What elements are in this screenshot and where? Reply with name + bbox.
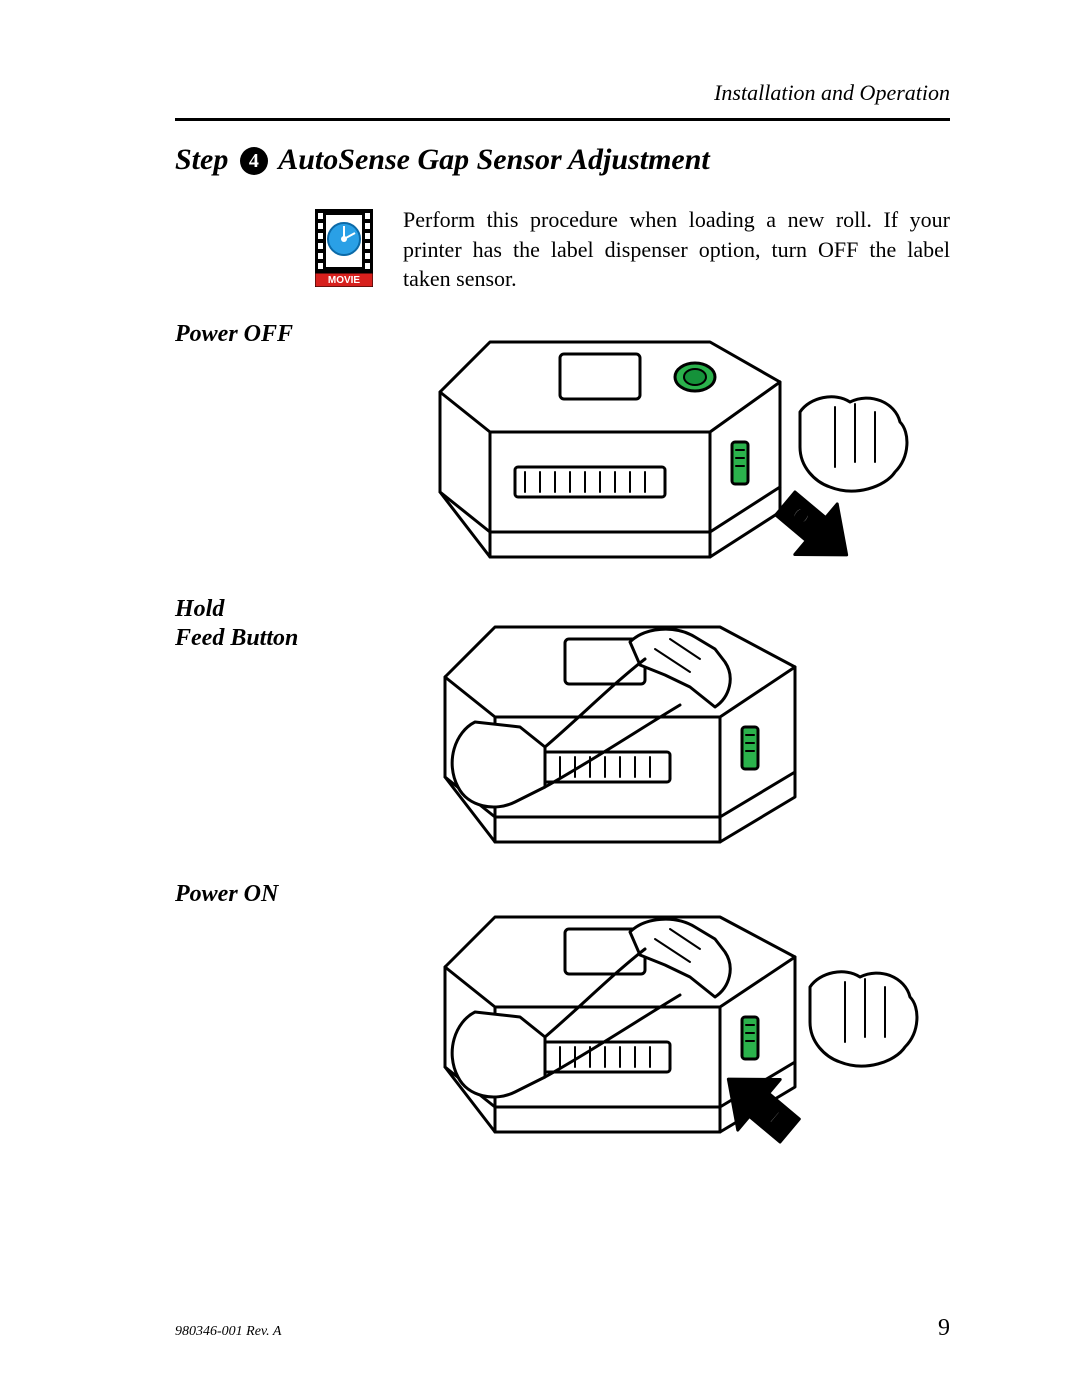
step-row: Hold Feed Button	[175, 587, 950, 872]
step-row: Power ON	[175, 872, 950, 1177]
page-number: 9	[938, 1315, 950, 1342]
printer-illustration-power-off: O	[380, 312, 950, 587]
section-header: Installation and Operation	[175, 80, 950, 118]
doc-revision: 980346-001 Rev. A	[175, 1324, 281, 1340]
page-footer: 980346-001 Rev. A 9	[175, 1315, 950, 1342]
step-row: Power OFF	[175, 312, 950, 587]
heading-title: AutoSense Gap Sensor Adjustment	[278, 143, 710, 176]
movie-icon: MOVIE	[315, 209, 375, 292]
step-label: Hold Feed Button	[175, 587, 380, 653]
intro-text: Perform this procedure when loading a ne…	[403, 205, 950, 294]
header-rule	[175, 118, 950, 121]
printer-illustration-hold-feed	[380, 587, 950, 872]
printer-illustration-power-on: I	[380, 872, 950, 1177]
movie-label-text: MOVIE	[328, 275, 361, 286]
heading-prefix: Step	[175, 143, 228, 176]
steps-area: Power OFF	[175, 312, 950, 1177]
intro-row: MOVIE Perform this procedure when loadin…	[315, 205, 950, 294]
step-number-badge: 4	[240, 147, 268, 175]
step-label: Power OFF	[175, 312, 380, 349]
step-label: Power ON	[175, 872, 380, 909]
step-heading: Step 4 AutoSense Gap Sensor Adjustment	[175, 143, 950, 177]
